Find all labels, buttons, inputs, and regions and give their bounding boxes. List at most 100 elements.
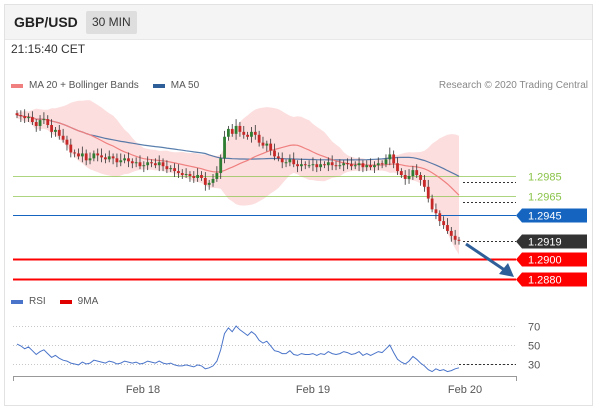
legend-label-ma20: MA 20 + Bollinger Bands: [29, 80, 139, 91]
candle-body: [134, 162, 138, 164]
level-lines: [13, 176, 516, 281]
level-label-current: 1.2919: [528, 237, 562, 249]
candle-body: [250, 131, 253, 137]
candle-body: [226, 128, 230, 137]
candle-body: [77, 153, 80, 157]
level-tag-pivot: [516, 208, 587, 223]
candle-body: [338, 165, 342, 167]
candle-body: [238, 125, 242, 132]
candle-body: [130, 161, 134, 164]
candle-body: [234, 125, 238, 134]
candle-body: [73, 152, 77, 154]
candle-body: [449, 230, 453, 236]
candle-body: [69, 144, 73, 153]
time-axis: Feb 18 Feb 19 Feb 20: [13, 376, 517, 396]
candle-body: [361, 163, 365, 168]
level-tag-support: [516, 272, 587, 287]
candle-body: [384, 159, 388, 165]
candle-body: [399, 171, 403, 176]
time-tick-label: Feb 18: [126, 384, 160, 396]
candle-body: [334, 165, 338, 167]
ma20-line: [16, 114, 460, 196]
level-label-pivot: 1.2945: [528, 211, 562, 223]
candle-body: [96, 153, 100, 156]
candle-body: [200, 175, 203, 178]
level-labels: 1.2985 1.2965 1.2945 1.2919 1.2900 1.2880: [516, 172, 587, 287]
time-tick-label: Feb 20: [448, 384, 482, 396]
candle-body: [346, 163, 349, 165]
candle-body: [442, 221, 446, 226]
candle-body: [388, 154, 392, 160]
legend-swatch-ma20: [11, 83, 23, 88]
time-tick-label: Feb 19: [296, 384, 330, 396]
candle-body: [50, 124, 53, 132]
candle-body: [284, 162, 288, 164]
candle-body: [146, 162, 150, 166]
rsi-tick-label: 70: [528, 322, 540, 334]
level-tag-support: [516, 252, 587, 267]
candle-body: [115, 158, 119, 163]
candle-body: [300, 164, 303, 167]
candle-body: [15, 113, 19, 116]
candle-body: [357, 163, 361, 166]
price-legend: MA 20 + Bollinger Bands MA 50: [11, 80, 213, 91]
candle-body: [188, 174, 192, 176]
legend-swatch-9ma: [59, 299, 72, 304]
candle-body: [161, 162, 165, 167]
level-label-resistance: 1.2965: [528, 192, 562, 204]
legend-label-rsi: RSI: [29, 296, 46, 307]
candle-body: [280, 158, 284, 163]
candle-body: [119, 160, 123, 163]
candle-body: [253, 131, 257, 135]
candle-body: [419, 175, 422, 180]
rsi-legend: RSI 9MA: [11, 296, 112, 307]
candle-body: [84, 153, 88, 161]
candle-body: [292, 159, 296, 165]
candle-body: [303, 164, 307, 166]
candle-body: [142, 165, 146, 167]
candle-body: [319, 164, 323, 168]
candle-body: [23, 116, 27, 119]
timeframe-badge[interactable]: 30 MIN: [86, 11, 137, 34]
candle-body: [80, 153, 84, 157]
candle-body: [61, 135, 65, 140]
candle-body: [415, 170, 419, 176]
chart-frame: GBP/USD 30 MIN: [4, 4, 593, 406]
chart-header: GBP/USD 30 MIN: [5, 5, 592, 40]
level-label-support: 1.2880: [528, 275, 562, 287]
candle-body: [396, 163, 399, 172]
rsi-tick-label: 50: [528, 341, 540, 353]
candle-body: [276, 156, 280, 159]
legend-swatch-rsi: [11, 299, 23, 304]
candle-body: [392, 154, 396, 164]
legend-item-rsi: RSI: [11, 296, 46, 307]
candle-body: [177, 171, 180, 174]
legend-item-ma50: MA 50: [152, 80, 199, 91]
candle-body: [457, 239, 461, 241]
candle-body: [223, 136, 226, 159]
candle-body: [434, 209, 438, 214]
candles: [15, 109, 461, 245]
candle-body: [365, 165, 369, 168]
candle-body: [296, 164, 299, 167]
candle-body: [153, 163, 157, 166]
candle-body: [342, 163, 346, 166]
candle-body: [165, 166, 169, 170]
candle-body: [269, 143, 273, 151]
candle-body: [353, 165, 357, 167]
candle-body: [219, 158, 223, 174]
candle-body: [273, 150, 276, 157]
candle-body: [430, 198, 434, 210]
candle-body: [403, 175, 407, 179]
candle-body: [230, 128, 234, 134]
candle-body: [42, 119, 46, 121]
rsi-panel: 70 50 30: [13, 322, 540, 373]
candle-body: [104, 157, 107, 160]
bollinger-band-area: [17, 100, 459, 255]
candle-body: [92, 153, 96, 159]
candle-body: [111, 156, 115, 159]
candle-body: [57, 129, 61, 136]
rsi-tick-label: 30: [528, 360, 540, 372]
candle-body: [138, 162, 142, 167]
